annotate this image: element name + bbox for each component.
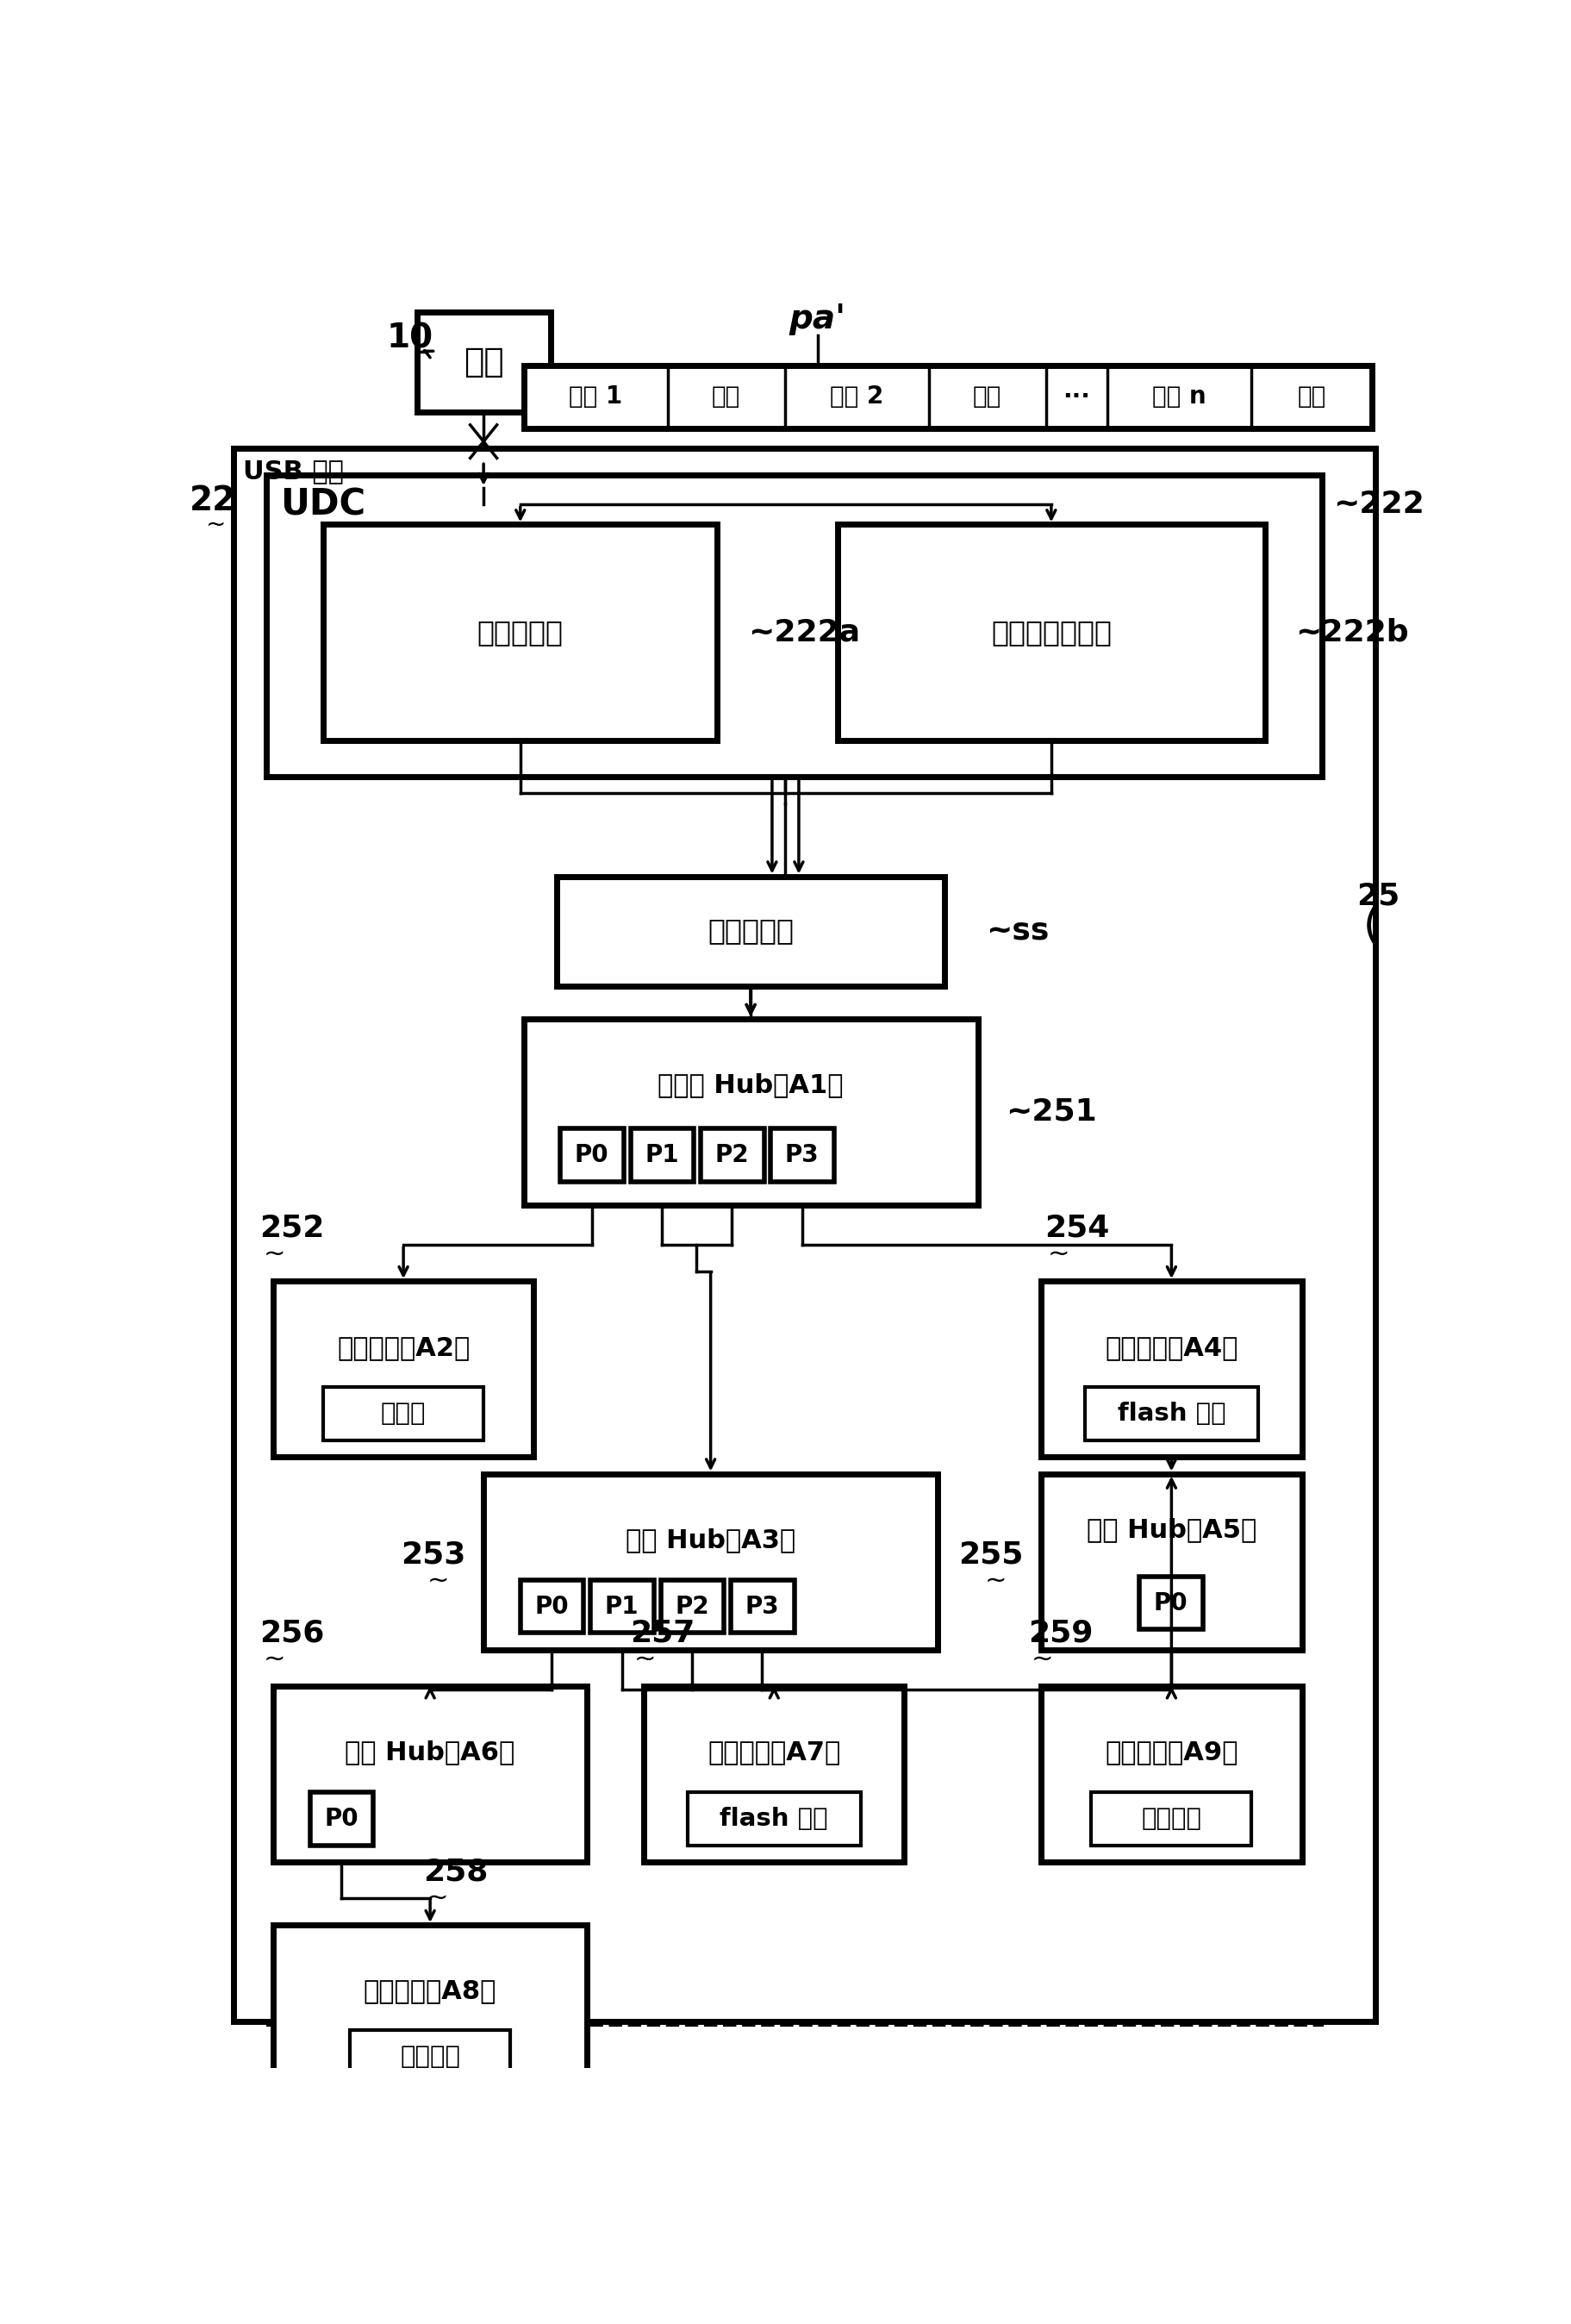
Text: P3: P3 (745, 1594, 779, 1618)
Bar (273, 1924, 588, 2099)
Text: 数据包转移装置: 数据包转移装置 (991, 618, 1112, 646)
Text: 252: 252 (259, 1213, 325, 1243)
Text: 地址寄存器: 地址寄存器 (478, 618, 564, 646)
Text: 號拟根 Hub（A1）: 號拟根 Hub（A1） (658, 1074, 844, 1097)
Text: P2: P2 (676, 1594, 709, 1618)
Bar (660, 1580, 724, 1634)
Text: ~222: ~222 (1332, 490, 1423, 518)
Text: 数据: 数据 (712, 383, 740, 409)
Text: 数据: 数据 (972, 383, 1001, 409)
Bar (630, 1129, 694, 1181)
Bar (731, 1580, 793, 1634)
Text: P1: P1 (605, 1594, 639, 1618)
Text: ~: ~ (427, 1887, 449, 1910)
Bar (523, 1018, 977, 1204)
Text: 以太网络: 以太网络 (401, 2045, 460, 2068)
Text: ~251: ~251 (1005, 1097, 1097, 1127)
Text: 254: 254 (1045, 1213, 1109, 1243)
Text: 软件协议栈: 软件协议栈 (707, 916, 793, 946)
Text: 照相机: 照相机 (380, 1401, 426, 1427)
Bar (771, 1129, 834, 1181)
Text: UDC: UDC (280, 486, 366, 523)
Text: 25: 25 (1357, 881, 1400, 911)
Text: 10: 10 (386, 323, 434, 356)
Bar (591, 1580, 654, 1634)
Bar (523, 365, 1371, 428)
Text: 號拟设备（A9）: 號拟设备（A9） (1104, 1741, 1238, 1764)
Text: USB 装置: USB 装置 (244, 458, 344, 483)
Text: ~: ~ (1031, 1648, 1053, 1671)
Text: pa': pa' (789, 302, 845, 335)
Bar (558, 876, 944, 985)
Bar (350, 2029, 511, 2082)
Text: 地址 2: 地址 2 (829, 383, 884, 409)
Text: ~: ~ (206, 511, 226, 537)
Text: 258: 258 (424, 1857, 489, 1887)
Text: 259: 259 (1027, 1618, 1093, 1648)
Text: P0: P0 (324, 1806, 358, 1831)
Bar (1092, 1792, 1252, 1845)
Text: 地址 1: 地址 1 (569, 383, 622, 409)
Text: P1: P1 (644, 1143, 679, 1167)
Text: 255: 255 (958, 1541, 1024, 1569)
Bar (1139, 1576, 1203, 1629)
Bar (837, 525, 1265, 739)
Text: ~: ~ (264, 1648, 286, 1671)
Text: ~ss: ~ss (987, 916, 1049, 946)
Text: (: ( (1364, 906, 1381, 946)
Bar (1084, 1387, 1258, 1441)
Text: 253: 253 (401, 1541, 467, 1569)
Bar (520, 1580, 584, 1634)
Bar (309, 1792, 374, 1845)
Bar (324, 1387, 484, 1441)
Text: P0: P0 (575, 1143, 610, 1167)
Bar (687, 1792, 861, 1845)
Bar (484, 1473, 938, 1650)
Bar (233, 449, 1375, 2022)
Text: P0: P0 (1153, 1592, 1188, 1615)
Bar (644, 1685, 905, 1862)
Text: 256: 256 (259, 1618, 325, 1648)
Text: 號拟 Hub（A3）: 號拟 Hub（A3） (625, 1527, 795, 1552)
Bar (561, 1129, 624, 1181)
Text: ~: ~ (633, 1648, 655, 1671)
Text: 號拟设备（A8）: 號拟设备（A8） (363, 1978, 496, 2003)
Text: 257: 257 (630, 1618, 696, 1648)
Text: flash 驱动: flash 驱动 (1117, 1401, 1225, 1427)
Text: flash 驱动: flash 驱动 (720, 1806, 828, 1831)
Bar (701, 1129, 764, 1181)
Bar (267, 804, 1321, 2024)
Bar (1042, 1685, 1302, 1862)
Text: 附件功能: 附件功能 (1141, 1806, 1202, 1831)
Text: 数据: 数据 (1298, 383, 1326, 409)
Text: ~222a: ~222a (748, 618, 861, 646)
Text: P3: P3 (786, 1143, 818, 1167)
Bar (273, 1685, 588, 1862)
Bar (416, 311, 550, 411)
Bar (267, 474, 1321, 776)
Text: ~222b: ~222b (1295, 618, 1409, 646)
Bar (1042, 1281, 1302, 1457)
Text: P0: P0 (534, 1594, 569, 1618)
Bar (1042, 1473, 1302, 1650)
Bar (273, 1281, 534, 1457)
Text: ~: ~ (427, 1569, 449, 1594)
Text: P2: P2 (715, 1143, 749, 1167)
Text: 地址 n: 地址 n (1153, 383, 1207, 409)
Text: ~: ~ (985, 1569, 1007, 1594)
Text: 號拟 Hub（A5）: 號拟 Hub（A5） (1087, 1518, 1257, 1543)
Text: 號拟 Hub（A6）: 號拟 Hub（A6） (346, 1741, 515, 1764)
Text: 號拟设备（A2）: 號拟设备（A2） (336, 1334, 470, 1360)
Text: ···: ··· (1064, 383, 1090, 409)
Text: ~: ~ (264, 1241, 286, 1267)
Text: ~: ~ (1048, 1241, 1070, 1267)
Text: 22: 22 (190, 486, 237, 518)
Bar (324, 525, 718, 739)
Text: 主机: 主机 (463, 346, 504, 379)
Text: 號拟设备（A4）: 號拟设备（A4） (1104, 1334, 1238, 1360)
Text: 號拟设备（A7）: 號拟设备（A7） (707, 1741, 840, 1764)
